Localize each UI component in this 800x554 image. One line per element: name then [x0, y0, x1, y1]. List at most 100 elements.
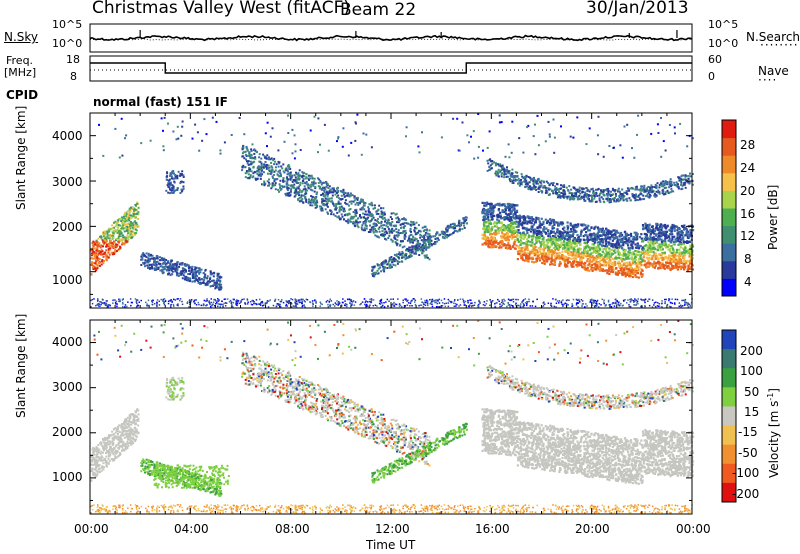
power-cell: [171, 187, 174, 189]
power-cell: [103, 241, 106, 244]
power-cell: [302, 194, 305, 197]
power-cell: [580, 223, 583, 226]
power-cell: [652, 254, 655, 257]
power-cell: [623, 241, 626, 244]
power-cell: [353, 195, 356, 198]
power-cell: [567, 248, 570, 251]
power-cell: [414, 237, 417, 240]
power-cell: [649, 229, 652, 232]
power-cell: [551, 250, 554, 253]
power-cell: [337, 202, 340, 205]
power-cell: [586, 269, 589, 272]
power-cell: [397, 231, 400, 234]
power-cell: [592, 258, 595, 261]
power-cell: [552, 226, 556, 230]
power-cell: [575, 252, 578, 255]
power-cell: [572, 230, 575, 233]
power-cell: [93, 241, 96, 244]
power-cell: [650, 225, 653, 229]
power-cell: [137, 218, 140, 220]
power-cell: [630, 235, 633, 238]
power-cell: [502, 224, 506, 227]
power-cell: [425, 246, 428, 249]
power-cell: [548, 232, 551, 235]
power-cell: [657, 257, 660, 260]
power-cell: [167, 191, 170, 194]
power-cell: [175, 273, 178, 276]
power-cell: [459, 224, 462, 226]
power-cell: [665, 230, 668, 233]
power-cell: [516, 234, 519, 237]
power-cell: [331, 194, 334, 197]
power-cell: [282, 185, 285, 188]
power-cell: [123, 223, 126, 226]
power-cell: [95, 263, 98, 266]
power-cell: [605, 240, 608, 243]
power-cell: [371, 266, 374, 268]
power-cell: [181, 170, 184, 173]
power-cell: [560, 231, 563, 234]
power-cell: [329, 200, 332, 203]
power-cell: [129, 223, 132, 225]
power-cell: [162, 262, 164, 265]
power-cell: [307, 202, 310, 205]
power-cell: [168, 266, 171, 269]
power-cell: [525, 228, 528, 231]
power-cell: [465, 222, 468, 225]
power-cell: [165, 265, 167, 268]
power-cell: [584, 241, 587, 245]
power-cell: [391, 218, 393, 221]
power-cell: [492, 240, 495, 243]
power-cell: [113, 253, 116, 255]
power-cell: [547, 247, 550, 250]
power-cell: [386, 220, 389, 223]
power-cell: [401, 246, 404, 249]
power-cell: [291, 186, 294, 189]
power-cell: [573, 245, 576, 248]
power-cell: [419, 236, 422, 239]
power-cell: [295, 171, 297, 174]
power-cell: [357, 203, 360, 206]
power-cell: [547, 232, 550, 235]
power-cell: [260, 157, 263, 160]
power-cell: [174, 177, 177, 180]
power-cell: [462, 218, 465, 221]
power-cell: [503, 218, 506, 221]
power-cell: [148, 267, 151, 270]
power-cell: [392, 224, 395, 227]
power-cell: [504, 229, 507, 232]
power-cell: [453, 224, 456, 227]
power-cell: [538, 250, 542, 253]
power-cell: [167, 261, 170, 264]
power-cell: [647, 245, 650, 248]
power-cell: [497, 231, 501, 234]
power-cell: [577, 235, 580, 239]
power-cell: [381, 217, 384, 220]
power-cell: [514, 238, 517, 242]
power-cell: [519, 243, 522, 247]
power-cell: [503, 226, 506, 230]
power-cell: [153, 269, 156, 271]
power-cell: [609, 232, 612, 235]
power-cell: [646, 235, 649, 238]
power-cell: [633, 238, 636, 241]
power-cell: [143, 253, 146, 256]
power-cell: [135, 222, 138, 225]
power-cell: [106, 259, 108, 262]
power-cell: [381, 265, 384, 268]
power-cell: [382, 207, 385, 210]
power-cell: [539, 233, 543, 236]
power-cell: [619, 264, 622, 267]
power-cell: [266, 167, 269, 170]
power-cell: [638, 236, 642, 239]
power-cell: [446, 225, 449, 228]
power-cell: [614, 255, 618, 258]
power-cell: [421, 247, 424, 250]
power-cell: [154, 267, 157, 270]
power-cell: [489, 222, 492, 225]
power-cell: [172, 267, 174, 270]
power-cell: [124, 217, 127, 220]
power-cell: [503, 216, 506, 219]
power-cell: [668, 244, 671, 247]
power-cell: [132, 228, 135, 231]
